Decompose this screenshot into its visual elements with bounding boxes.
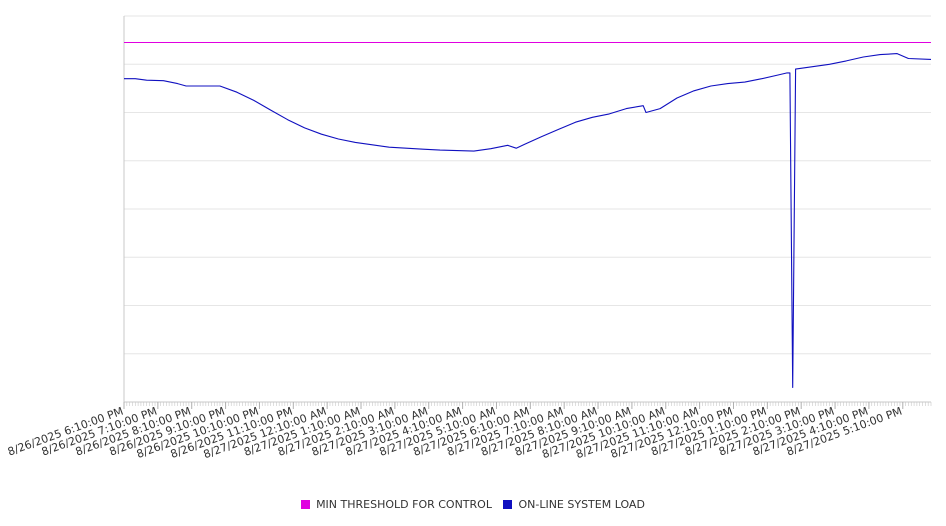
grid-lines <box>124 15 931 355</box>
legend-swatch-system-load <box>503 500 513 509</box>
legend-label-system-load: ON-LINE SYSTEM LOAD <box>518 498 645 511</box>
legend-label-threshold: MIN THRESHOLD FOR CONTROL <box>316 498 492 511</box>
legend: MIN THRESHOLD FOR CONTROL ON-LINE SYSTEM… <box>0 498 946 512</box>
series-line-system-load <box>124 53 932 389</box>
legend-swatch-threshold <box>301 500 311 509</box>
legend-item-threshold[interactable]: MIN THRESHOLD FOR CONTROL <box>301 498 492 511</box>
x-axis-tick-labels: 8/26/2025 6:10:00 PM8/26/2025 7:10:00 PM… <box>6 402 904 461</box>
series-layer <box>124 41 932 389</box>
x-axis-minor-ticks <box>123 402 932 406</box>
legend-item-system-load[interactable]: ON-LINE SYSTEM LOAD <box>503 498 645 511</box>
